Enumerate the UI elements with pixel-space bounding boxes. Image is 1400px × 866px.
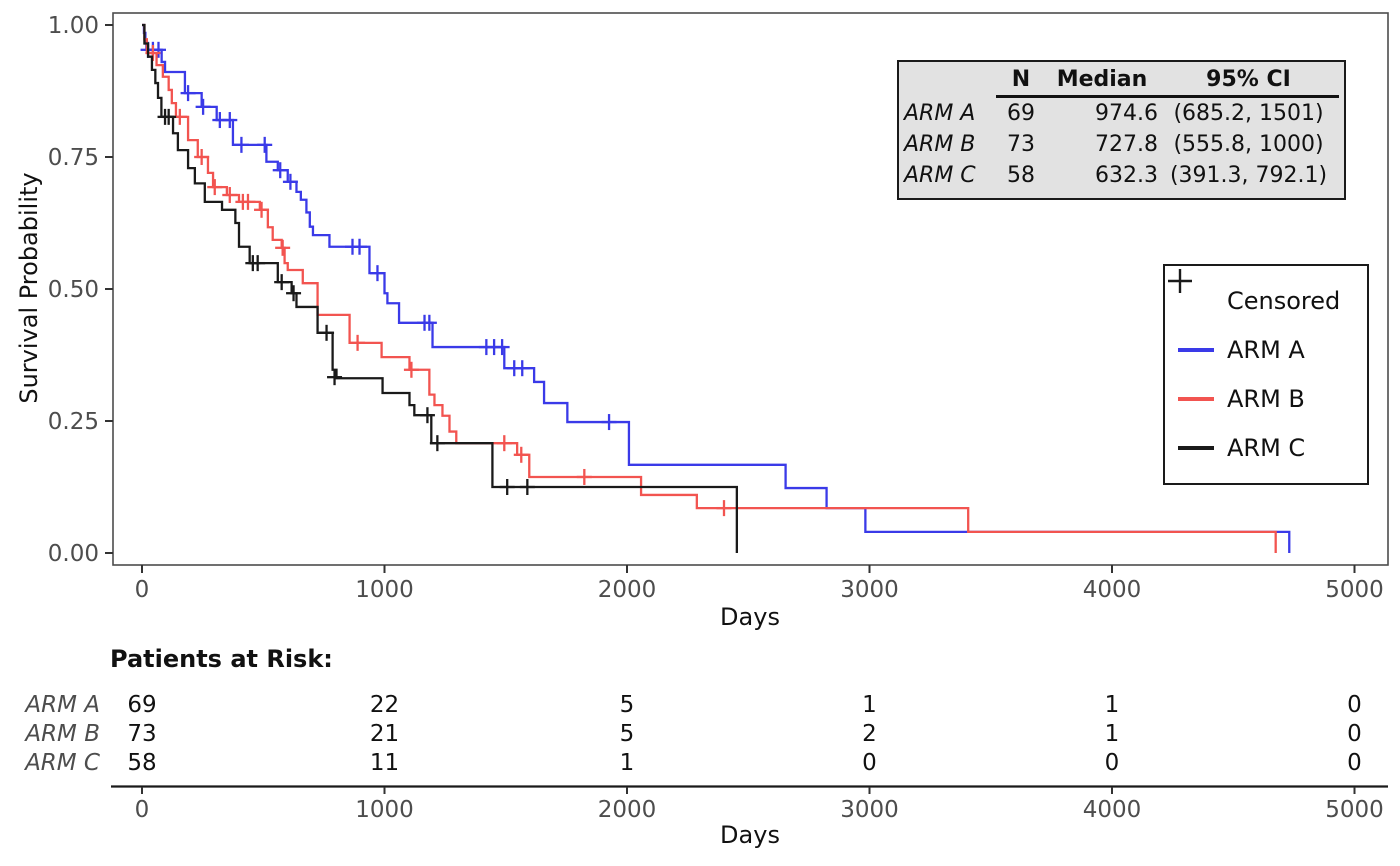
stats-header-blank (904, 64, 996, 98)
arm-b-line-icon (1165, 397, 1227, 402)
risk-count: 21 (370, 721, 399, 747)
stats-median: 727.8 (1095, 132, 1158, 157)
risk-count: 0 (1347, 750, 1362, 776)
stats-n: 73 (1007, 132, 1035, 157)
risk-count: 73 (127, 721, 156, 747)
risk-count: 0 (1347, 721, 1362, 747)
x-tick-label: 2000 (598, 577, 657, 603)
risk-x-axis-title: Days (720, 821, 780, 849)
risk-row-label: ARM C (23, 750, 100, 776)
risk-count: 5 (620, 721, 635, 747)
legend-item-arm-a: ARM A (1165, 333, 1367, 367)
risk-table-title: Patients at Risk: (110, 645, 333, 673)
stats-ci: (685.2, 1501) (1173, 101, 1324, 126)
stats-arm-label: ARM B (904, 132, 976, 157)
stats-median: 974.6 (1095, 101, 1158, 126)
stats-median: 632.3 (1095, 163, 1158, 188)
arm-a-line-icon (1165, 347, 1227, 352)
risk-count: 0 (862, 750, 877, 776)
x-tick-label: 5000 (1325, 577, 1384, 603)
x-tick-label: 0 (135, 577, 150, 603)
risk-count: 1 (1105, 692, 1120, 718)
y-tick-label: 1.00 (48, 13, 99, 39)
legend-label: ARM A (1227, 335, 1305, 364)
risk-count: 1 (620, 750, 635, 776)
risk-row-label: ARM B (23, 721, 100, 747)
risk-count: 22 (370, 692, 399, 718)
legend: Censored ARM A ARM B ARM C (1163, 264, 1369, 485)
risk-tick-label: 5000 (1325, 797, 1384, 823)
y-tick-label: 0.75 (48, 145, 99, 171)
risk-tick-label: 3000 (840, 797, 899, 823)
y-tick-label: 0.50 (48, 277, 99, 303)
stats-ci: (555.8, 1000) (1173, 132, 1324, 157)
legend-item-arm-c: ARM C (1165, 431, 1367, 465)
risk-tick-label: 0 (135, 797, 150, 823)
y-tick-label: 0.00 (48, 541, 99, 567)
y-tick-label: 0.25 (48, 409, 99, 435)
x-tick-label: 4000 (1083, 577, 1142, 603)
km-curve-arm-c (142, 23, 739, 553)
legend-label: ARM B (1227, 385, 1305, 414)
risk-count: 1 (862, 692, 877, 718)
stats-header-ci: 95% CI (1158, 64, 1339, 98)
risk-count: 2 (862, 721, 877, 747)
x-axis-title: Days (720, 603, 780, 631)
risk-tick-label: 2000 (598, 797, 657, 823)
risk-count: 69 (127, 692, 156, 718)
risk-tick-label: 4000 (1083, 797, 1142, 823)
legend-item-arm-b: ARM B (1165, 382, 1367, 416)
km-curve-arm-a (142, 23, 1291, 553)
stats-header-n: N (996, 64, 1046, 98)
stats-table: N Median 95% CI ARM A 69 974.6 (685.2, 1… (897, 60, 1346, 200)
x-tick-label: 1000 (355, 577, 414, 603)
risk-count: 0 (1105, 750, 1120, 776)
stats-arm-label: ARM A (904, 101, 976, 126)
risk-count: 0 (1347, 692, 1362, 718)
stats-ci: (391.3, 792.1) (1169, 163, 1328, 188)
stats-arm-label: ARM C (904, 163, 976, 188)
legend-label: Censored (1227, 286, 1341, 315)
risk-count: 58 (127, 750, 156, 776)
stats-n: 69 (1007, 101, 1035, 126)
legend-label: ARM C (1227, 434, 1306, 463)
risk-row-label: ARM A (23, 692, 100, 718)
x-tick-label: 3000 (840, 577, 899, 603)
y-axis-title: Survival Probability (15, 172, 43, 404)
stats-header-median: Median (1046, 64, 1158, 98)
stats-n: 58 (1007, 163, 1035, 188)
risk-tick-label: 1000 (355, 797, 414, 823)
risk-count: 1 (1105, 721, 1120, 747)
risk-count: 11 (370, 750, 399, 776)
risk-count: 5 (620, 692, 635, 718)
legend-item-censored: Censored (1165, 269, 1367, 318)
arm-c-line-icon (1165, 446, 1227, 451)
